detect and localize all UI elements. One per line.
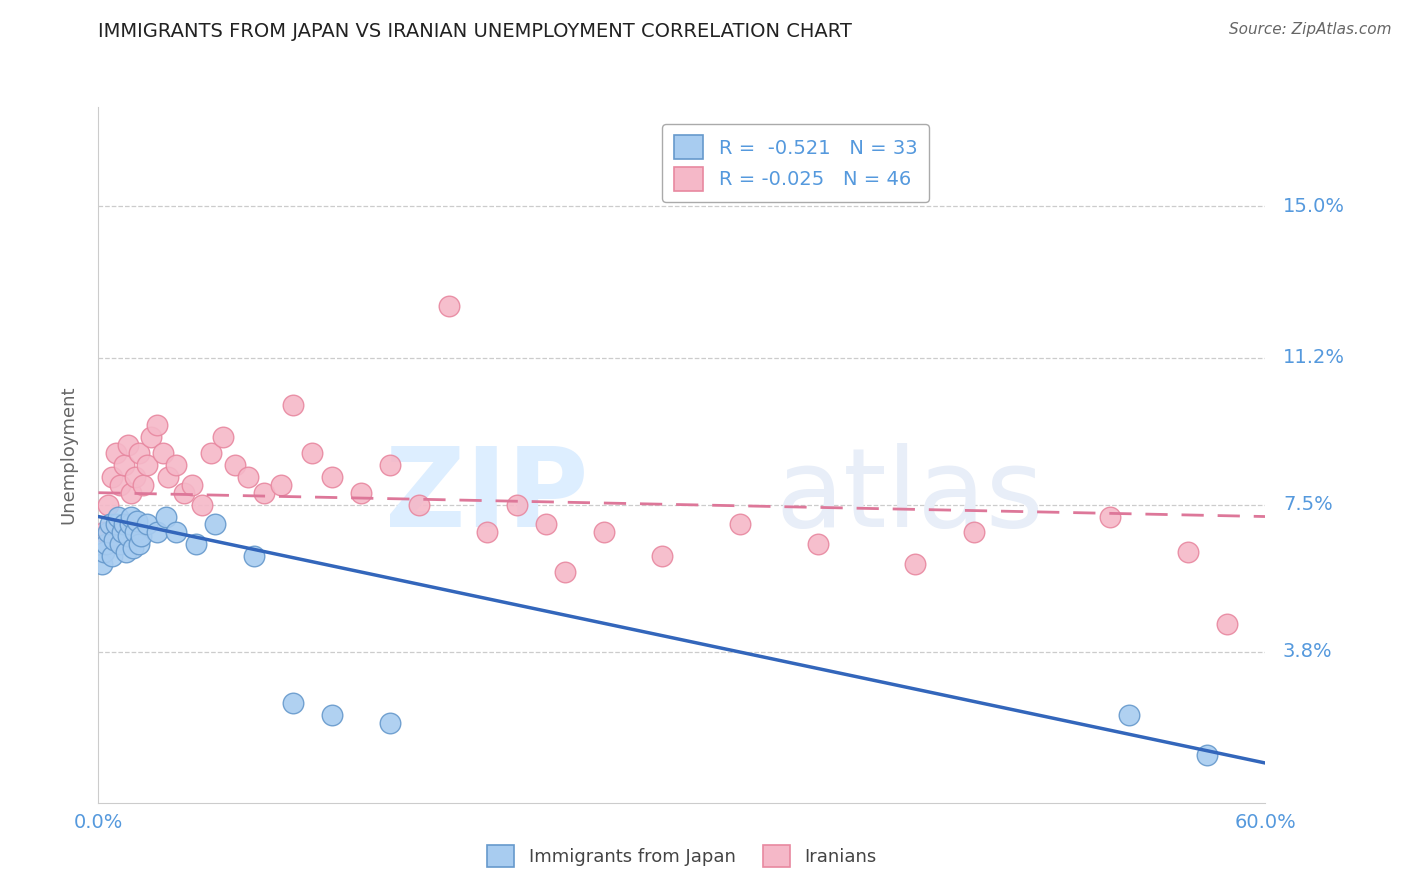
- Point: [97, 498, 120, 512]
- Point: [122, 541, 145, 556]
- Text: 11.2%: 11.2%: [1282, 348, 1346, 367]
- Point: [651, 549, 673, 564]
- Point: [111, 525, 134, 540]
- Text: Source: ZipAtlas.com: Source: ZipAtlas.com: [1229, 22, 1392, 37]
- Point: [136, 517, 159, 532]
- Point: [129, 529, 152, 543]
- Text: 15.0%: 15.0%: [1282, 197, 1346, 216]
- Point: [243, 549, 266, 564]
- Point: [117, 438, 139, 452]
- Point: [593, 525, 616, 540]
- Point: [1118, 708, 1140, 723]
- Point: [180, 477, 202, 491]
- Point: [101, 549, 124, 564]
- Point: [408, 498, 430, 512]
- Point: [155, 509, 177, 524]
- Point: [184, 537, 207, 551]
- Point: [477, 525, 499, 540]
- Point: [146, 418, 169, 433]
- Point: [118, 517, 141, 532]
- Point: [104, 446, 127, 460]
- Point: [1177, 545, 1199, 559]
- Point: [121, 485, 143, 500]
- Point: [139, 430, 162, 444]
- Point: [146, 525, 169, 540]
- Point: [253, 485, 276, 500]
- Y-axis label: Unemployment: Unemployment: [59, 385, 77, 524]
- Point: [114, 545, 136, 559]
- Point: [238, 470, 260, 484]
- Point: [212, 430, 235, 444]
- Point: [97, 525, 120, 540]
- Point: [505, 498, 527, 512]
- Point: [204, 517, 226, 532]
- Point: [321, 470, 343, 484]
- Point: [157, 470, 180, 484]
- Point: [321, 708, 343, 723]
- Point: [124, 525, 146, 540]
- Text: 7.5%: 7.5%: [1282, 495, 1333, 514]
- Text: atlas: atlas: [775, 443, 1043, 550]
- Text: 3.8%: 3.8%: [1282, 642, 1333, 661]
- Point: [127, 514, 149, 528]
- Point: [190, 498, 212, 512]
- Point: [112, 517, 135, 532]
- Point: [962, 525, 984, 540]
- Point: [101, 470, 124, 484]
- Legend: Immigrants from Japan, Iranians: Immigrants from Japan, Iranians: [479, 838, 884, 874]
- Point: [437, 299, 460, 313]
- Point: [807, 537, 830, 551]
- Point: [93, 545, 115, 559]
- Point: [224, 458, 246, 472]
- Point: [96, 537, 118, 551]
- Point: [108, 477, 131, 491]
- Point: [136, 458, 159, 472]
- Point: [1195, 748, 1218, 763]
- Point: [200, 446, 222, 460]
- Point: [165, 458, 187, 472]
- Point: [121, 509, 143, 524]
- Point: [98, 517, 121, 532]
- Point: [350, 485, 373, 500]
- Point: [1215, 616, 1237, 631]
- Point: [173, 485, 195, 500]
- Point: [124, 470, 146, 484]
- Point: [93, 525, 115, 540]
- Point: [270, 477, 292, 491]
- Point: [378, 458, 402, 472]
- Point: [112, 458, 135, 472]
- Point: [281, 697, 304, 711]
- Point: [128, 537, 150, 551]
- Point: [108, 537, 131, 551]
- Text: IMMIGRANTS FROM JAPAN VS IRANIAN UNEMPLOYMENT CORRELATION CHART: IMMIGRANTS FROM JAPAN VS IRANIAN UNEMPLO…: [98, 22, 852, 41]
- Point: [165, 525, 187, 540]
- Point: [554, 565, 576, 579]
- Point: [730, 517, 752, 532]
- Point: [378, 716, 402, 731]
- Point: [107, 509, 129, 524]
- Point: [104, 517, 127, 532]
- Point: [534, 517, 557, 532]
- Point: [117, 529, 139, 543]
- Point: [132, 477, 155, 491]
- Point: [1098, 509, 1121, 524]
- Point: [281, 398, 304, 412]
- Point: [128, 446, 150, 460]
- Point: [904, 558, 927, 572]
- Point: [91, 558, 114, 572]
- Point: [301, 446, 323, 460]
- Point: [152, 446, 174, 460]
- Text: ZIP: ZIP: [385, 443, 589, 550]
- Point: [103, 533, 125, 548]
